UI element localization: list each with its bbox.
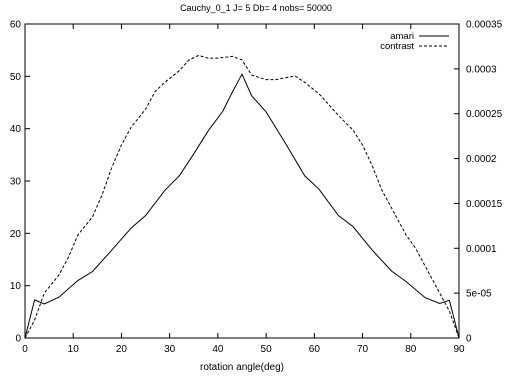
y-tick-label: 40 <box>10 124 22 135</box>
plot-frame <box>24 23 460 339</box>
series-layer <box>24 54 460 339</box>
x-tick-label: 80 <box>405 344 417 355</box>
y-tick-label: 10 <box>10 281 22 292</box>
series-line-contrast <box>24 54 460 339</box>
y2-tick-label: 0.0001 <box>466 244 497 255</box>
y2-tick-label: 0.00025 <box>466 109 503 120</box>
x-tick-label: 50 <box>261 344 273 355</box>
series-line-amari <box>24 73 460 339</box>
y-tick-label: 60 <box>10 20 22 31</box>
y2-tick-label: 0.00015 <box>466 199 503 210</box>
y2-tick-label: 0.0002 <box>466 154 497 165</box>
x-tick-label: 60 <box>309 344 321 355</box>
x-tick-label: 70 <box>357 344 369 355</box>
y2-tick-label: 0 <box>466 334 472 345</box>
x-tick-label: 20 <box>116 344 128 355</box>
bottom-axis: 0 10 20 30 40 50 60 70 80 90 <box>22 24 465 355</box>
legend-label-amari: amari <box>390 31 414 42</box>
x-tick-label: 40 <box>212 344 224 355</box>
x-tick-label: 0 <box>22 344 28 355</box>
x-tick-label: 90 <box>453 344 465 355</box>
y-tick-label: 50 <box>10 72 22 83</box>
y-tick-label: 0 <box>15 334 21 345</box>
y2-tick-label: 0.0003 <box>466 64 497 75</box>
y2-tick-label: 0.00035 <box>466 20 503 31</box>
chart-title: Cauchy_0_1 J= 5 Db= 4 nobs= 50000 <box>180 3 332 13</box>
left-axis: 0 10 20 30 40 50 60 <box>10 20 30 345</box>
y-tick-label: 20 <box>10 229 22 240</box>
x-tick-label: 10 <box>68 344 80 355</box>
y2-tick-label: 5e-05 <box>466 289 492 300</box>
legend-label-contrast: contrast <box>380 41 414 52</box>
x-tick-label: 30 <box>164 344 176 355</box>
right-axis: 0 5e-05 0.0001 0.00015 0.0002 0.00025 0.0003 0.… <box>454 20 503 345</box>
x-axis-label: rotation angle(deg) <box>200 362 284 373</box>
y-tick-label: 30 <box>10 177 22 188</box>
